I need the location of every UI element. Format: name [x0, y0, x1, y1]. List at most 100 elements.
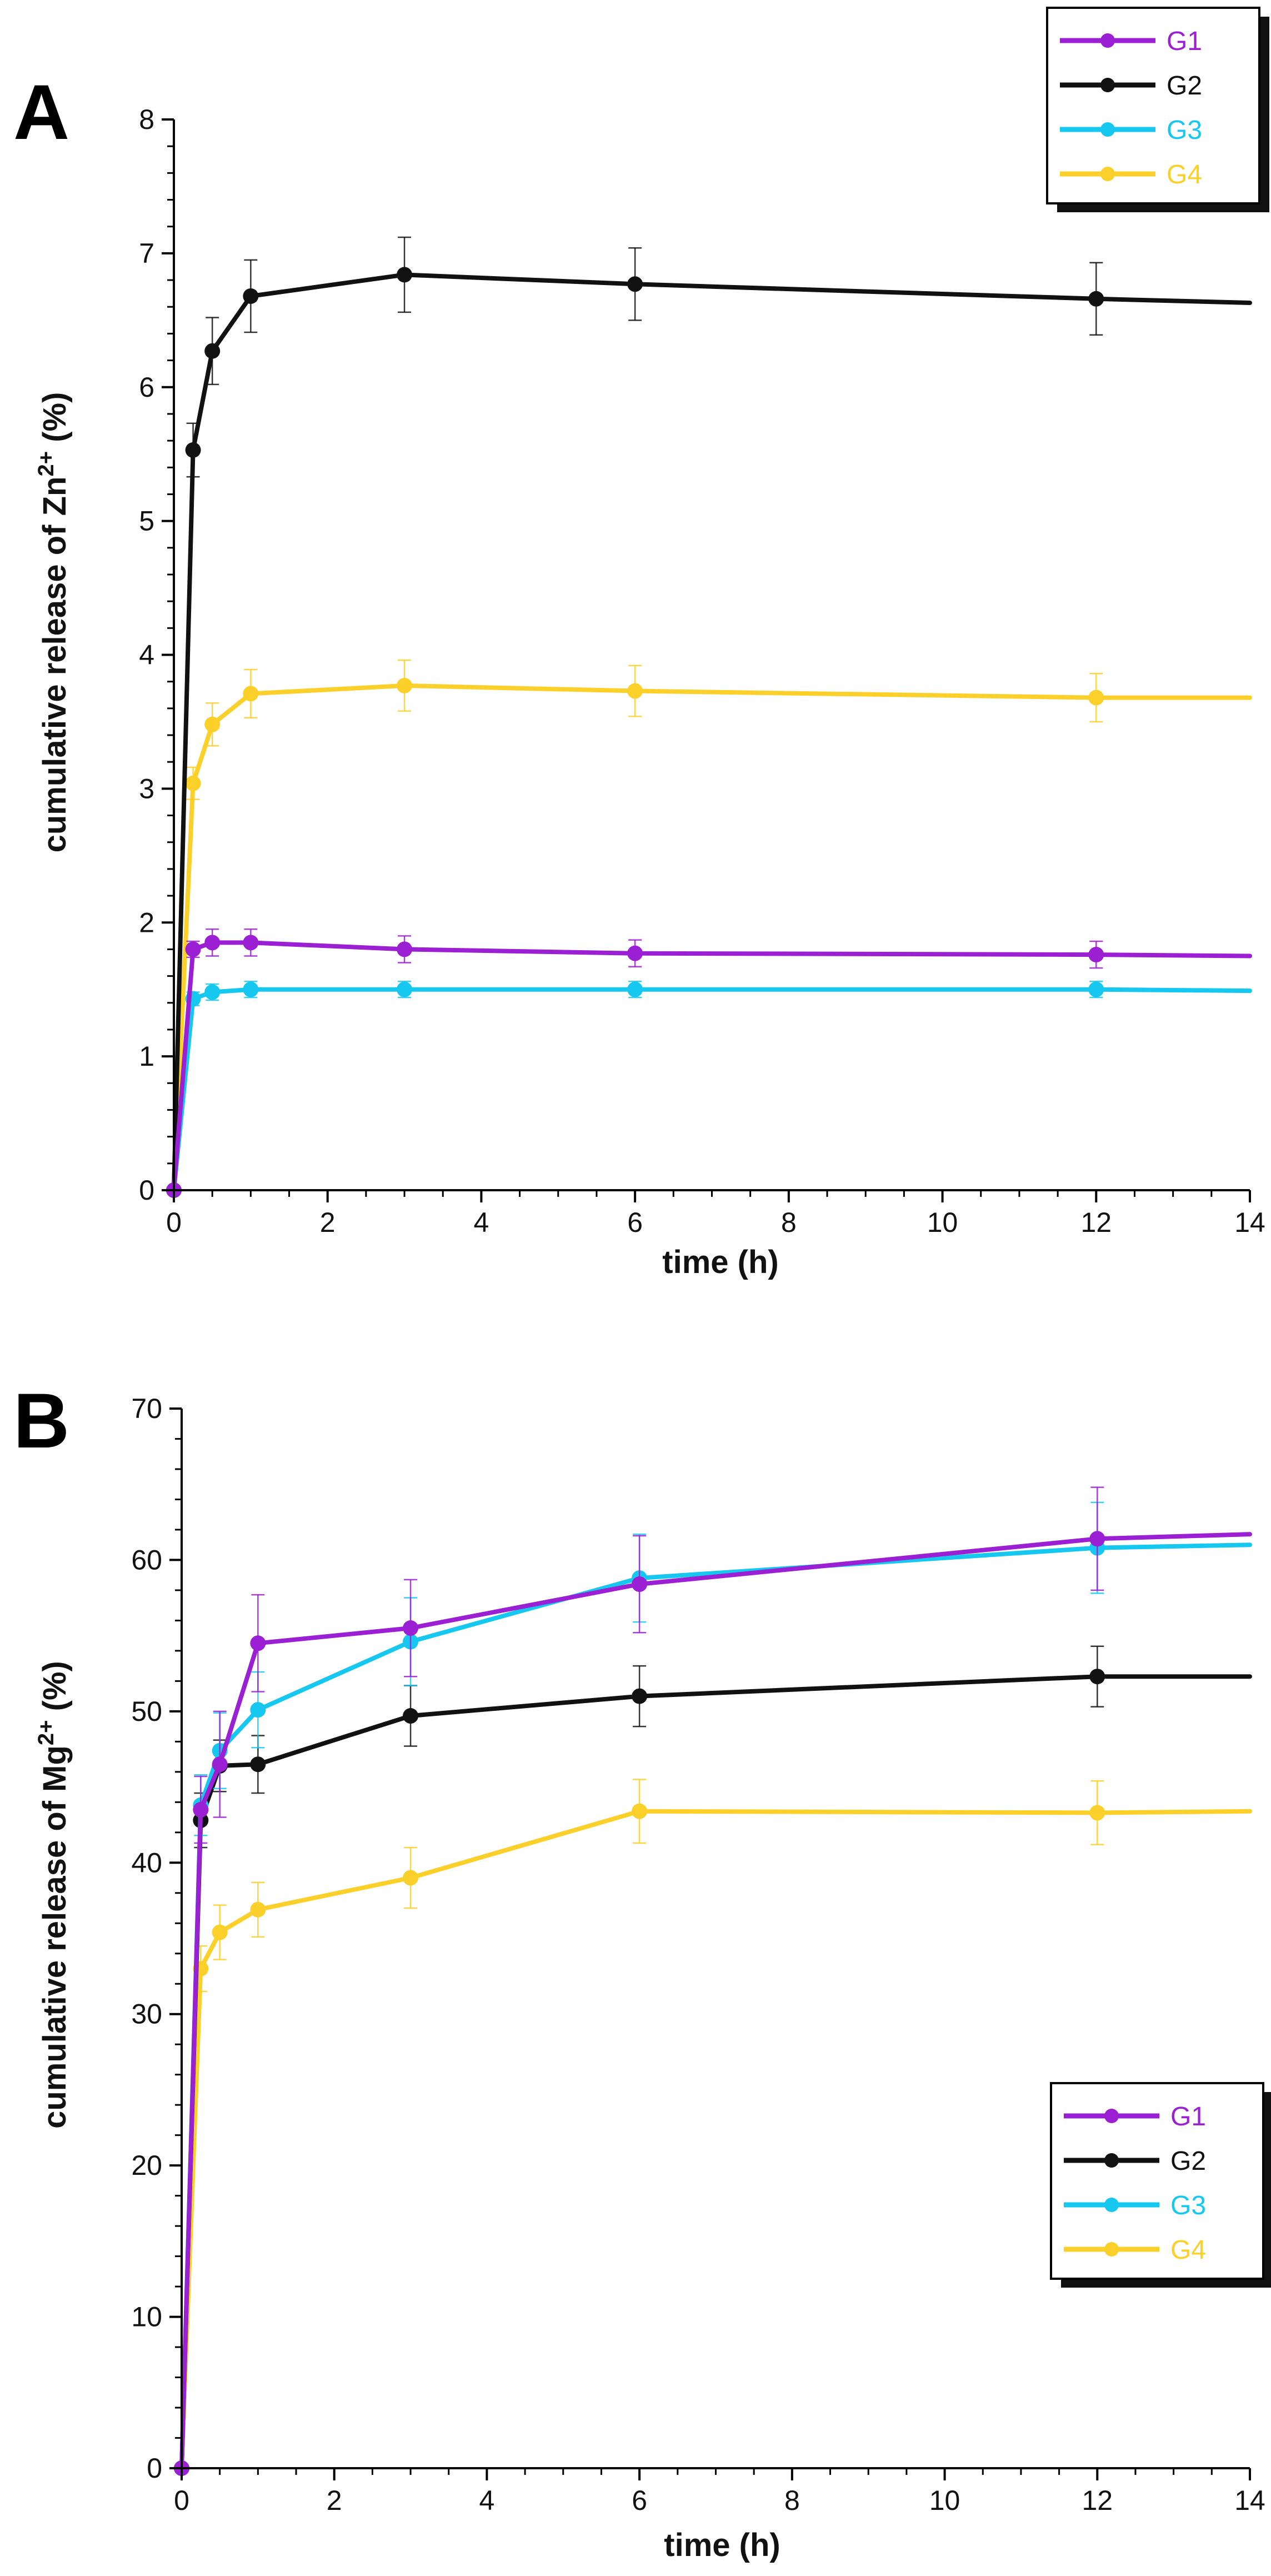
data-point-g4 — [185, 775, 201, 791]
data-point-g4 — [1089, 1805, 1105, 1821]
x-tick-label: 12 — [1080, 1207, 1112, 1238]
data-point-g3 — [243, 981, 259, 997]
series-line-g1 — [172, 940, 1252, 1192]
data-point-g2 — [397, 267, 413, 283]
data-point-g2 — [627, 276, 643, 292]
data-point-g2 — [185, 442, 201, 458]
data-point-g4 — [627, 683, 643, 699]
x-tick-label: 6 — [627, 1207, 643, 1238]
data-point-g4 — [212, 1924, 228, 1940]
legend-b-marker-g2 — [1104, 2153, 1119, 2168]
panel-label-a: A — [13, 68, 69, 156]
series-line-g1 — [179, 1532, 1252, 2470]
data-point-g4 — [204, 716, 221, 732]
legend-a-item-g3: G3 — [1060, 116, 1202, 145]
series-g4-a — [166, 659, 1252, 1198]
series-layer-b — [174, 1486, 1252, 2476]
data-point-g3 — [204, 984, 221, 1000]
y-tick-label: 6 — [139, 372, 154, 403]
y-axis-title-a-sup: 2+ — [34, 451, 58, 477]
x-tick-label: 4 — [474, 1207, 489, 1238]
series-layer-a — [166, 236, 1252, 1198]
y-axis-title-b-main: cumulative release of Mg — [37, 1745, 73, 2129]
y-axis-title-b-sup: 2+ — [34, 1720, 58, 1745]
data-point-g1 — [1089, 1531, 1105, 1547]
y-tick-label: 60 — [131, 1544, 162, 1575]
x-tick-label: 12 — [1082, 2485, 1113, 2516]
series-g2-b — [174, 1645, 1252, 2476]
data-point-g1 — [627, 945, 643, 961]
series-line-g3 — [172, 987, 1252, 1192]
legend-a-item-g2: G2 — [1060, 71, 1202, 101]
data-point-g4 — [397, 677, 413, 693]
y-tick-label: 0 — [147, 2453, 162, 2484]
legend-b-label-g2: G2 — [1170, 2146, 1206, 2176]
data-point-g2 — [204, 343, 221, 359]
legend-b-item-g3: G3 — [1064, 2191, 1206, 2220]
legend-b-label-g3: G3 — [1170, 2191, 1206, 2220]
x-ticks-a: 0 2 4 6 8 10 12 14 — [166, 1190, 1265, 1238]
legend-a-label-g1: G1 — [1167, 27, 1202, 56]
series-line-g2 — [179, 1674, 1252, 2470]
legend-b-item-g1: G1 — [1064, 2102, 1206, 2131]
series-line-g2 — [172, 272, 1252, 1192]
data-point-g3 — [250, 1702, 266, 1718]
series-g2-a — [166, 236, 1252, 1198]
data-point-g4 — [403, 1870, 419, 1886]
legend-b-label-g4: G4 — [1170, 2235, 1206, 2265]
legend-b: G1 G2 G3 G4 — [1050, 2082, 1271, 2288]
y-axis-title-b: cumulative release of Mg2+ (%) — [34, 1661, 73, 2129]
y-tick-label: 50 — [131, 1696, 162, 1727]
series-line-g4 — [172, 683, 1252, 1192]
x-tick-label: 14 — [1234, 2485, 1265, 2516]
data-point-g1 — [397, 941, 413, 957]
data-point-g1 — [185, 941, 201, 957]
y-tick-label: 2 — [139, 907, 154, 938]
legend-b-marker-g1 — [1104, 2109, 1119, 2123]
x-tick-label: 2 — [320, 1207, 336, 1238]
data-point-g3 — [627, 981, 643, 997]
legend-b-marker-g4 — [1104, 2242, 1119, 2257]
data-point-g1 — [193, 1801, 209, 1818]
legend-a-item-g4: G4 — [1060, 160, 1202, 189]
legend-a: G1 G2 G3 G4 — [1046, 7, 1269, 212]
x-tick-label: 0 — [174, 2485, 189, 2516]
y-axis-title-b-unit: (%) — [37, 1661, 73, 1720]
series-g3-b — [174, 1501, 1252, 2476]
data-point-g2 — [632, 1688, 648, 1704]
y-tick-label: 7 — [139, 238, 154, 269]
legend-a-marker-g2 — [1100, 78, 1115, 92]
x-axis-title-a: time (h) — [662, 1244, 778, 1280]
x-tick-label: 6 — [632, 2485, 647, 2516]
legend-a-marker-g4 — [1100, 167, 1115, 181]
legend-a-label-g2: G2 — [1167, 71, 1202, 101]
data-point-g1 — [632, 1576, 648, 1592]
data-point-g1 — [250, 1635, 266, 1651]
y-tick-label: 1 — [139, 1041, 154, 1072]
legend-a-marker-g1 — [1100, 33, 1115, 48]
data-point-g1 — [204, 935, 221, 951]
legend-b-marker-g3 — [1104, 2198, 1119, 2212]
legend-a-item-g1: G1 — [1060, 27, 1202, 56]
data-point-g2 — [403, 1708, 419, 1724]
x-tick-label: 10 — [929, 2485, 960, 2516]
data-point-g1 — [243, 935, 259, 951]
data-point-g4 — [1088, 690, 1104, 706]
data-point-g1 — [403, 1620, 419, 1636]
x-tick-label: 8 — [781, 1207, 797, 1238]
y-tick-label: 5 — [139, 506, 154, 537]
legend-a-marker-g3 — [1100, 122, 1115, 137]
y-axis-title-a-main: cumulative release of Zn — [37, 477, 73, 853]
plot-area-b: 0 10 20 30 40 50 60 70 0 2 4 6 8 10 12 14 — [131, 1393, 1265, 2516]
x-tick-label: 8 — [784, 2485, 800, 2516]
series-g1-b — [174, 1486, 1252, 2476]
y-tick-label: 10 — [131, 2302, 162, 2333]
x-tick-label: 4 — [479, 2485, 495, 2516]
y-ticks-a: 0 1 2 3 4 5 6 7 8 — [139, 104, 174, 1206]
x-tick-label: 2 — [327, 2485, 342, 2516]
data-point-g1 — [1088, 947, 1104, 963]
x-tick-label: 0 — [166, 1207, 182, 1238]
